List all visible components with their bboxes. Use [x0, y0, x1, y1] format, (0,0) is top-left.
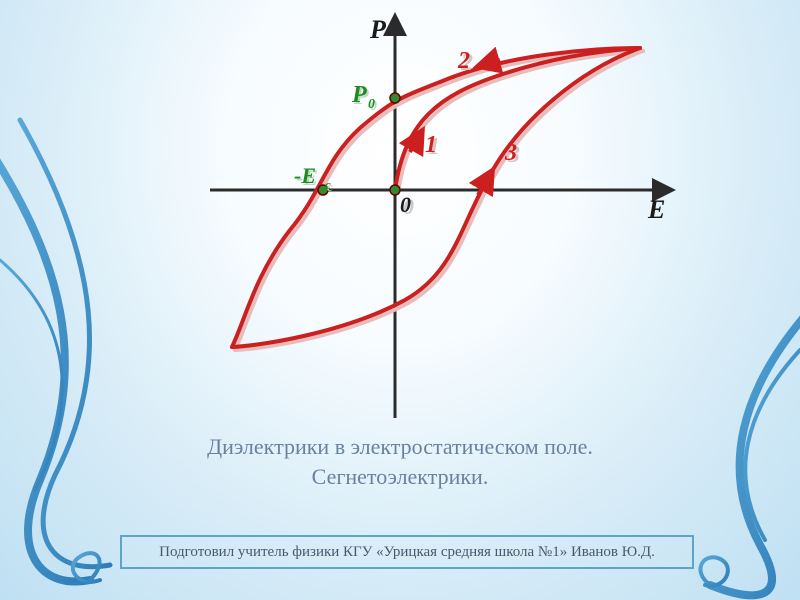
x-axis-label: E: [647, 195, 665, 224]
curve-label-3: 3: [504, 140, 517, 166]
svg-text:0: 0: [368, 97, 375, 112]
y-axis-label: P: [369, 15, 387, 44]
curve-label-1: 1: [425, 132, 437, 158]
author-text: Подготовил учитель физики КГУ «Урицкая с…: [159, 544, 655, 560]
point-origin: [390, 185, 400, 195]
curve-label-2: 2: [457, 48, 470, 74]
hysteresis-chart: P E 0 0 P 0 P 0 -E c -E c 1 1 2 2 3 3: [0, 0, 800, 600]
slide-title: Диэлектрики в электростатическом поле. С…: [50, 432, 750, 491]
author-box: Подготовил учитель физики КГУ «Урицкая с…: [120, 535, 694, 569]
origin-label: 0: [400, 192, 411, 217]
title-line-1: Диэлектрики в электростатическом поле.: [207, 434, 593, 459]
title-line-2: Сегнетоэлектрики.: [312, 464, 489, 489]
stage: P E 0 0 P 0 P 0 -E c -E c 1 1 2 2 3 3: [0, 0, 800, 600]
curve-2-upper: [232, 48, 640, 347]
svg-text:-E: -E: [294, 163, 316, 188]
curve-3-lower: [232, 48, 640, 347]
curve-shadow: [235, 51, 643, 350]
Ec-label: -E c: [294, 163, 331, 192]
point-P0: [390, 93, 400, 103]
svg-text:P: P: [351, 82, 367, 108]
svg-text:c: c: [325, 177, 331, 192]
P0-label: P 0: [351, 82, 375, 112]
